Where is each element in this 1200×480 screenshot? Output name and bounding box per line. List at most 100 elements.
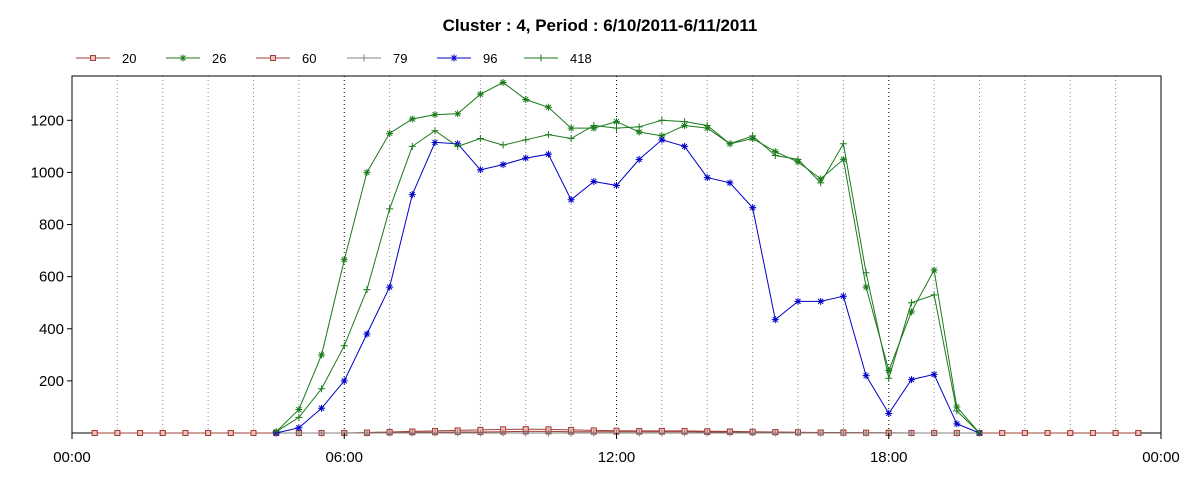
data-point (590, 122, 598, 130)
legend-marker (360, 54, 368, 62)
data-point (907, 308, 915, 316)
chart-title: Cluster : 4, Period : 6/10/2011-6/11/201… (443, 16, 758, 35)
data-point (91, 430, 98, 436)
series-26 (272, 79, 983, 437)
data-point (408, 429, 416, 437)
data-point (613, 124, 620, 132)
data-point (749, 204, 757, 212)
data-point (635, 128, 643, 136)
data-point (544, 103, 552, 111)
data-point (817, 175, 825, 183)
data-point (749, 429, 757, 437)
legend: 20 26 60 79 96 418 (76, 51, 592, 66)
data-point (794, 429, 802, 437)
data-point (408, 142, 416, 150)
data-point (522, 429, 530, 437)
data-point (839, 429, 847, 437)
data-point (272, 428, 280, 436)
data-point (817, 429, 825, 437)
data-point (522, 136, 530, 144)
data-point (522, 95, 530, 103)
data-point (930, 429, 938, 437)
legend-entry-20: 20 (76, 51, 136, 66)
data-point (522, 154, 530, 162)
data-point (544, 150, 552, 158)
data-point (1021, 430, 1028, 436)
series-79 (272, 429, 983, 437)
data-point (613, 118, 620, 126)
data-point (431, 429, 439, 437)
data-point (408, 191, 416, 199)
data-point (703, 429, 711, 437)
data-point (431, 138, 439, 146)
data-point (182, 430, 189, 436)
y-tick-label: 400 (39, 321, 64, 338)
data-point (408, 115, 416, 123)
x-tick-label: 18:00 (870, 449, 908, 466)
data-point (386, 205, 394, 213)
axes: 200 400 600 800 1000 1200 00:00 06:00 12:00 18:00… (31, 112, 1180, 466)
legend-entry-60: 60 (256, 51, 316, 66)
data-point (1089, 430, 1096, 436)
data-point (363, 286, 371, 294)
data-point (1135, 430, 1142, 436)
data-point (476, 90, 484, 98)
data-point (476, 429, 484, 437)
data-point (999, 430, 1006, 436)
data-point (499, 161, 507, 169)
y-tick-label: 1000 (31, 164, 64, 181)
legend-marker (450, 54, 458, 62)
x-tick-label: 00:00 (1142, 449, 1180, 466)
legend-label: 20 (122, 51, 136, 66)
legend-label: 418 (570, 51, 592, 66)
data-point (318, 429, 326, 437)
data-point (476, 166, 484, 174)
series-96 (272, 136, 983, 437)
data-point (318, 404, 326, 412)
series-line-418 (275, 119, 980, 434)
data-point (1112, 430, 1119, 436)
data-point (658, 429, 666, 437)
data-point (658, 136, 666, 144)
data-point (386, 129, 394, 137)
data-point (363, 330, 371, 338)
data-point (567, 429, 575, 437)
data-point (953, 420, 961, 428)
legend-marker (179, 54, 187, 62)
data-point (771, 148, 779, 156)
data-point (613, 181, 620, 189)
data-point (340, 342, 348, 350)
legend-label: 96 (483, 51, 497, 66)
data-point (817, 297, 825, 305)
data-point (567, 124, 575, 132)
x-tick-label: 12:00 (598, 449, 636, 466)
data-point (862, 269, 870, 277)
data-point (635, 429, 643, 437)
legend-marker (90, 55, 96, 61)
y-tick-label: 1200 (31, 112, 64, 129)
data-point (839, 292, 847, 300)
data-point (386, 429, 394, 437)
legend-label: 26 (212, 51, 226, 66)
data-point (703, 174, 711, 182)
y-tick-label: 600 (39, 269, 64, 286)
data-point (499, 141, 507, 149)
data-point (454, 110, 462, 118)
data-point (295, 406, 303, 414)
data-point (930, 370, 938, 378)
data-point (318, 351, 326, 359)
series-418 (272, 116, 983, 437)
data-point (771, 429, 779, 437)
data-point (476, 135, 484, 143)
data-point (907, 299, 915, 307)
data-point (227, 430, 234, 436)
legend-marker (270, 55, 276, 61)
data-point (544, 429, 552, 437)
data-point (340, 256, 348, 264)
data-point (953, 403, 961, 411)
data-point (431, 111, 439, 119)
legend-entry-96: 96 (437, 51, 497, 66)
data-point (953, 407, 961, 415)
data-point (907, 429, 915, 437)
data-point (159, 430, 166, 436)
